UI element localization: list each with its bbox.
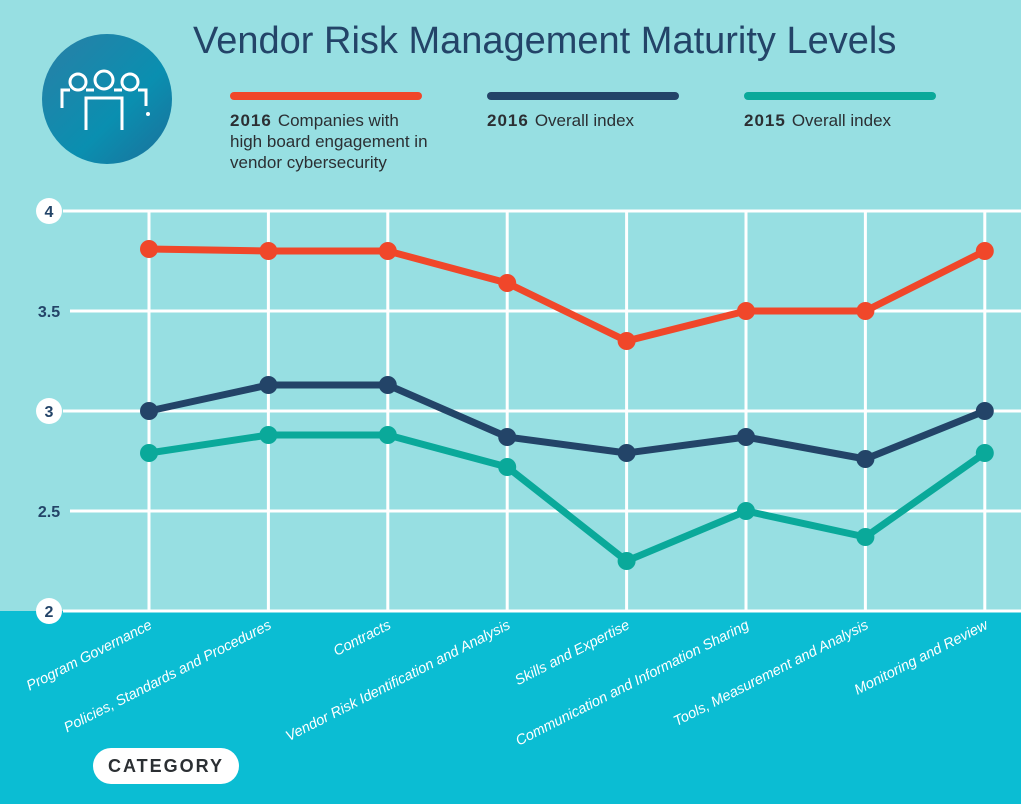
- data-point-0-4: [617, 332, 636, 350]
- y-tick-circle: [36, 398, 62, 424]
- legend-item-navy: 2016 Overall index: [487, 92, 679, 131]
- logo-badge: [42, 34, 172, 164]
- y-tick-label: 3: [45, 404, 54, 421]
- data-point-2-7: [975, 444, 994, 462]
- data-point-2-1: [259, 426, 278, 444]
- data-point-2-5: [737, 502, 755, 520]
- data-point-1-0: [140, 402, 158, 420]
- data-point-0-7: [975, 242, 994, 260]
- legend-label: Overall index: [534, 111, 635, 130]
- y-tick-label: 3.5: [38, 304, 60, 321]
- legend-year: 2015: [744, 111, 786, 130]
- data-point-2-6: [856, 528, 875, 546]
- legend-year: 2016: [487, 111, 529, 130]
- data-point-1-3: [498, 428, 517, 446]
- legend-swatch: [487, 92, 679, 100]
- data-point-0-1: [259, 242, 278, 260]
- series-line-2: [148, 431, 987, 565]
- legend-label: Companies with: [277, 111, 399, 130]
- legend-swatch: [230, 92, 422, 100]
- data-point-0-0: [140, 240, 158, 258]
- chart-title: Vendor Risk Management Maturity Levels: [193, 20, 897, 62]
- legend-label: high board engagement in: [230, 132, 428, 151]
- legend-item-teal: 2015 Overall index: [744, 92, 936, 131]
- data-point-2-3: [498, 458, 517, 476]
- data-point-0-6: [856, 302, 875, 320]
- data-point-2-2: [378, 426, 397, 444]
- y-tick-label: 4: [45, 204, 54, 221]
- data-point-1-4: [617, 444, 636, 462]
- data-point-1-7: [975, 402, 994, 420]
- legend-item-red: 2016 Companies with high board engagement…: [230, 92, 450, 173]
- data-point-0-5: [737, 302, 755, 320]
- data-point-2-0: [140, 444, 158, 462]
- y-tick-label: 2.5: [38, 504, 60, 521]
- y-tick-circle: [36, 198, 62, 224]
- data-point-2-4: [617, 552, 636, 570]
- data-point-0-3: [498, 274, 517, 292]
- data-point-1-2: [378, 376, 397, 394]
- data-point-1-5: [737, 428, 755, 446]
- legend-swatch: [744, 92, 936, 100]
- series-line-0: [148, 245, 987, 345]
- legend-label: Overall index: [791, 111, 892, 130]
- data-point-1-1: [259, 376, 278, 394]
- legend-label: vendor cybersecurity: [230, 153, 387, 172]
- data-point-1-6: [856, 450, 875, 468]
- category-button[interactable]: CATEGORY: [93, 748, 239, 784]
- data-point-0-2: [378, 242, 397, 260]
- people-meeting-icon: [60, 69, 150, 130]
- legend-year: 2016: [230, 111, 272, 130]
- series-line-1: [148, 381, 987, 463]
- y-tick-label: 2: [45, 604, 54, 621]
- y-tick-circle: [36, 598, 62, 624]
